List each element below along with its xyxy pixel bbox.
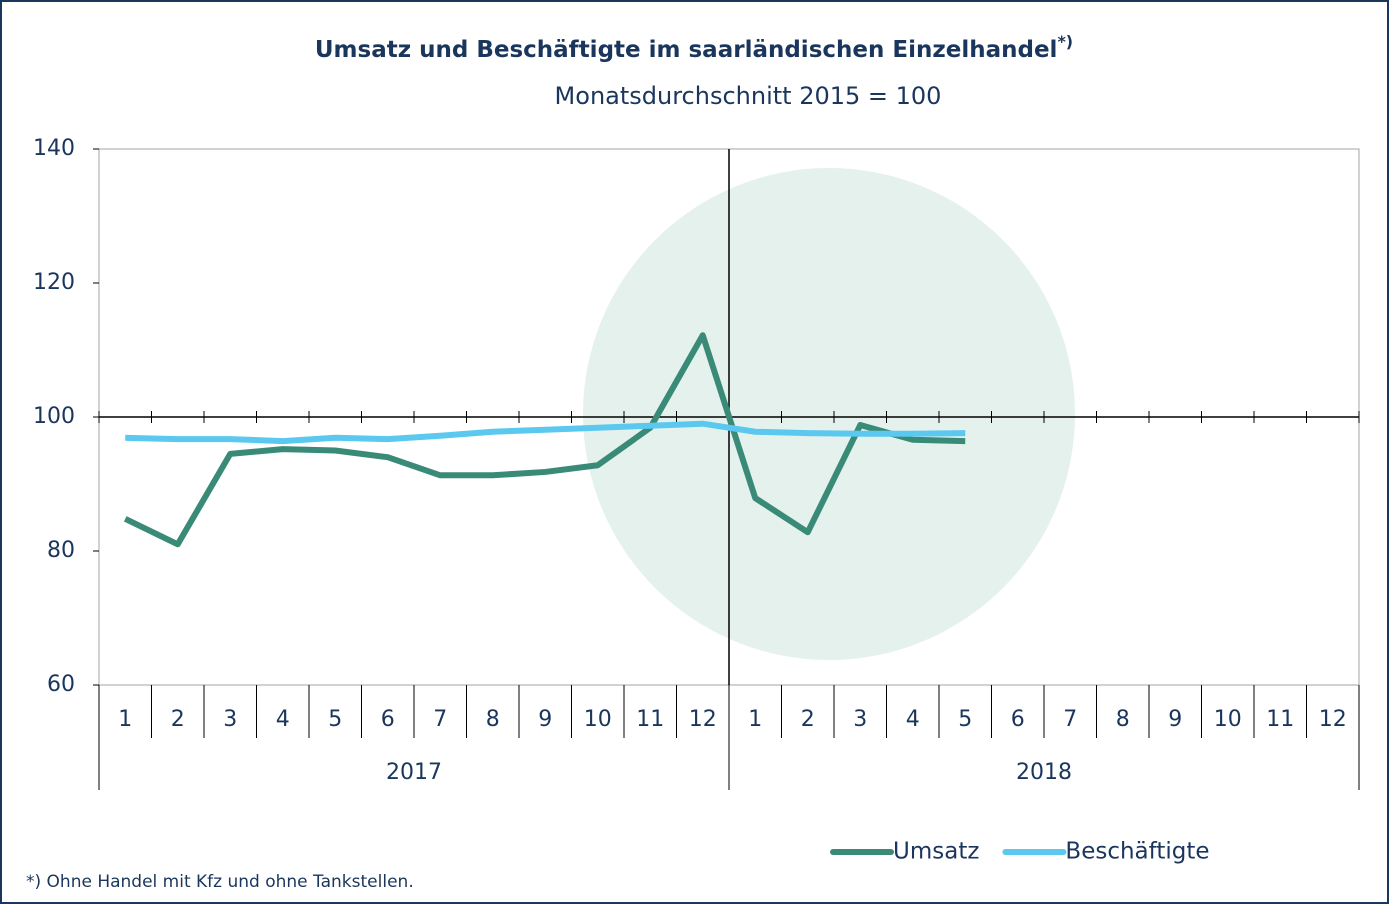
x-tick-label: 10 xyxy=(584,707,612,732)
y-tick-label: 60 xyxy=(47,672,75,697)
year-label: 2017 xyxy=(386,760,442,785)
x-tick-label: 7 xyxy=(1063,707,1077,732)
chart-subtitle: Monatsdurchschnitt 2015 = 100 xyxy=(555,82,942,110)
title-text: Umsatz und Beschäftigte im saarländische… xyxy=(315,37,1058,63)
x-tick-label: 9 xyxy=(538,707,552,732)
x-tick-label: 11 xyxy=(636,707,664,732)
highlight-circle xyxy=(583,168,1075,660)
y-tick-label: 120 xyxy=(33,270,75,295)
x-tick-label: 3 xyxy=(223,707,237,732)
footnote: *) Ohne Handel mit Kfz und ohne Tankstel… xyxy=(26,872,414,892)
x-tick-label: 7 xyxy=(433,707,447,732)
x-tick-label: 2 xyxy=(171,707,185,732)
x-tick-label: 5 xyxy=(958,707,972,732)
x-tick-label: 12 xyxy=(1319,707,1347,732)
x-tick-label: 2 xyxy=(801,707,815,732)
year-label: 2018 xyxy=(1016,760,1072,785)
x-tick-label: 6 xyxy=(381,707,395,732)
x-tick-label: 10 xyxy=(1214,707,1242,732)
x-tick-label: 3 xyxy=(853,707,867,732)
x-tick-label: 9 xyxy=(1168,707,1182,732)
series-line xyxy=(123,332,966,548)
x-tick-label: 4 xyxy=(276,707,290,732)
x-tick-label: 8 xyxy=(486,707,500,732)
y-tick-label: 140 xyxy=(33,136,75,161)
x-tick-label: 12 xyxy=(689,707,717,732)
x-tick-label: 6 xyxy=(1011,707,1025,732)
chart-title: Umsatz und Beschäftigte im saarländische… xyxy=(315,32,1073,63)
x-tick-label: 1 xyxy=(118,707,132,732)
y-tick-label: 80 xyxy=(47,538,75,563)
legend-label: Beschäftigte xyxy=(1065,839,1209,865)
legend-label: Umsatz xyxy=(893,839,979,865)
x-tick-label: 8 xyxy=(1116,707,1130,732)
x-tick-label: 1 xyxy=(748,707,762,732)
series-line xyxy=(125,420,966,445)
x-tick-label: 5 xyxy=(328,707,342,732)
title-note: *) xyxy=(1057,32,1073,51)
x-tick-label: 11 xyxy=(1266,707,1294,732)
x-tick-label: 4 xyxy=(906,707,920,732)
y-tick-label: 100 xyxy=(33,404,75,429)
